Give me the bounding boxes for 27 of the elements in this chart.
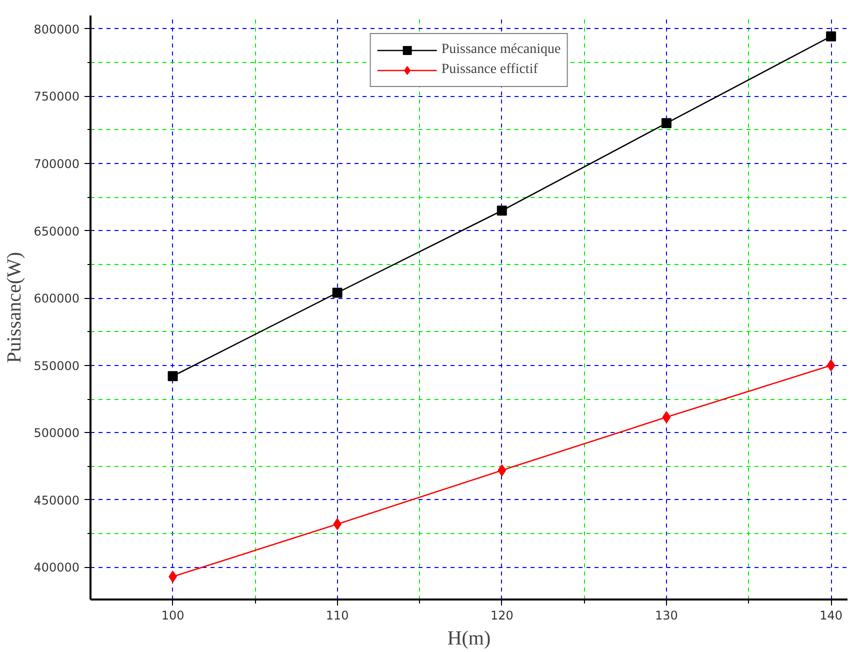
x-tick-label: 130: [655, 608, 678, 622]
y-tick-label: 600000: [34, 292, 80, 306]
y-tick-label: 700000: [34, 157, 80, 172]
x-tick-label: 140: [820, 608, 842, 622]
point: [332, 288, 342, 298]
point: [496, 206, 507, 216]
x-tick-label: 120: [490, 608, 514, 622]
point: [168, 371, 178, 382]
y-tick-label: 800000: [34, 22, 80, 36]
y-tick-label: 450000: [34, 493, 80, 508]
y-tick-label: 400000: [34, 560, 80, 575]
x-tick-label: 110: [326, 608, 349, 622]
point: [661, 118, 672, 128]
legend-label: Puissance effictif: [441, 62, 538, 78]
legend-label: Puissance mécanique: [441, 42, 561, 58]
y-axis-title: Puissance(W): [4, 252, 26, 364]
x-tick-label: 100: [161, 608, 184, 622]
point: [498, 464, 506, 476]
point: [826, 359, 836, 372]
y-tick-label: 650000: [34, 224, 80, 238]
point: [662, 411, 671, 424]
x-axis-title: H(m): [447, 628, 491, 650]
point: [333, 518, 342, 530]
y-tick-label: 550000: [34, 358, 80, 373]
y-tick-label: 750000: [34, 90, 80, 104]
point: [826, 31, 836, 42]
y-tick-label: 500000: [34, 426, 80, 440]
